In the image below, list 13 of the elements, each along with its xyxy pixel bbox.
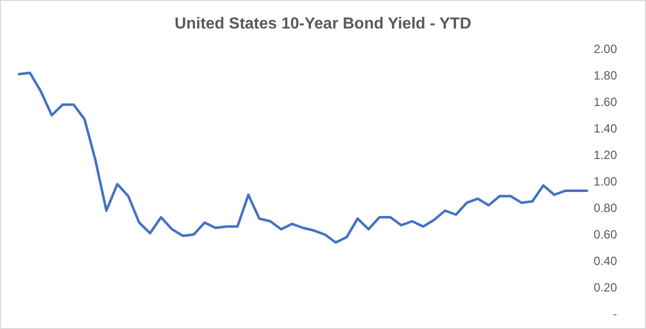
y-tick-label: 2.00 [594, 42, 618, 56]
y-tick-label: 1.60 [594, 95, 618, 109]
y-tick-label: - [613, 307, 617, 321]
y-tick-label: 0.60 [594, 228, 618, 242]
y-tick-label: 0.20 [594, 280, 618, 294]
chart-title: United States 10-Year Bond Yield - YTD [174, 16, 472, 32]
y-tick-label: 1.80 [594, 68, 618, 82]
y-tick-label: 0.40 [594, 254, 618, 268]
y-tick-label: 0.80 [594, 201, 618, 215]
y-tick-label: 1.20 [594, 148, 618, 162]
y-tick-label: 1.00 [594, 174, 618, 188]
y-tick-label: 1.40 [594, 122, 618, 136]
line-series [18, 72, 588, 244]
